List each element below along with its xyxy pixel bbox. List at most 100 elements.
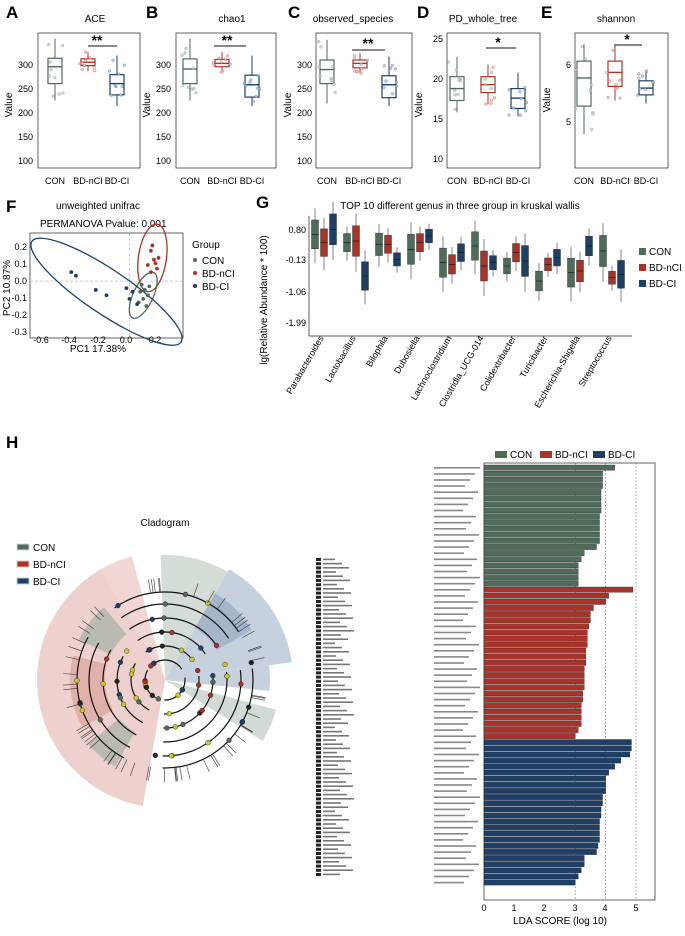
data-point bbox=[644, 69, 649, 73]
box-con bbox=[47, 57, 63, 85]
cladogram-key-marker bbox=[316, 658, 321, 662]
cladogram-node bbox=[79, 707, 85, 713]
panel-d-xtick: BD-CI bbox=[506, 176, 531, 186]
panel-f-ytick: 0.1 bbox=[14, 259, 27, 269]
panel-b-text: B chao1 Value 300 250 200 150 100 CON BD… bbox=[142, 3, 264, 186]
lda-bar-bd-ci bbox=[483, 830, 600, 837]
data-point bbox=[61, 91, 65, 95]
lda-bar-label bbox=[434, 540, 474, 542]
panel-a-text: A ACE Value 300 250 200 150 100 CON BD-n… bbox=[4, 3, 129, 186]
cladogram-legend-bdnci-label: BD-nCI bbox=[33, 560, 66, 571]
panel-f-xtick: -0.2 bbox=[90, 335, 106, 345]
data-point bbox=[359, 67, 363, 71]
cladogram-branch bbox=[78, 725, 91, 734]
lda-bar-bd-nci bbox=[483, 599, 606, 605]
data-point bbox=[122, 63, 127, 67]
cladogram-branch bbox=[179, 766, 183, 781]
panel-d-text: D PD_whole_tree Value 25 20 15 10 CON BD… bbox=[414, 3, 530, 186]
panel-f-xlabel: PC1 17.38% bbox=[70, 344, 126, 355]
cladogram-key-marker bbox=[316, 646, 321, 650]
panel-c-significance: ** bbox=[363, 35, 374, 51]
lda-bar-label bbox=[434, 802, 475, 805]
lda-bar-label bbox=[434, 595, 465, 597]
cladogram-branch bbox=[65, 656, 80, 661]
cladogram-node bbox=[213, 642, 220, 649]
lda-bar-label bbox=[434, 778, 477, 780]
data-point bbox=[332, 82, 336, 86]
lda-bar-con bbox=[483, 550, 585, 556]
data-point bbox=[453, 88, 457, 93]
cladogram-key-marker bbox=[316, 797, 321, 801]
cladogram-node bbox=[189, 656, 195, 662]
cladogram-key-text bbox=[323, 861, 339, 863]
data-point bbox=[109, 93, 113, 97]
data-point bbox=[248, 80, 252, 84]
lda-bar-bd-ci bbox=[483, 873, 579, 880]
data-point bbox=[394, 80, 398, 84]
cladogram-key-marker bbox=[316, 713, 321, 717]
cladogram-key-text bbox=[323, 672, 344, 674]
pcoa-point-bd-ci bbox=[74, 273, 78, 278]
lda-bar-label bbox=[434, 564, 472, 567]
cladogram-node bbox=[248, 660, 254, 666]
pcoa-point-con bbox=[141, 296, 146, 301]
data-point bbox=[524, 109, 528, 113]
cladogram-key-text bbox=[323, 625, 347, 628]
cladogram-key-marker bbox=[316, 873, 321, 876]
cladogram-key-marker bbox=[316, 637, 321, 641]
legend-g-bdnci-swatch bbox=[639, 264, 646, 271]
plot-frame bbox=[315, 32, 413, 169]
lda-bar-label bbox=[434, 521, 471, 524]
cladogram-node bbox=[117, 695, 124, 701]
cladogram-key-text bbox=[323, 630, 354, 632]
cladogram-key-text bbox=[323, 646, 342, 649]
data-point bbox=[637, 76, 641, 80]
cladogram-branch bbox=[63, 688, 78, 691]
data-point bbox=[317, 65, 321, 69]
cladogram-key-text bbox=[323, 798, 354, 800]
cladogram-node bbox=[246, 704, 252, 710]
panel-c-ytick: 100 bbox=[297, 156, 312, 166]
cladogram-key-text bbox=[323, 810, 335, 813]
lda-xtick: 3 bbox=[572, 903, 577, 913]
lda-bar-bd-nci bbox=[483, 727, 579, 733]
pcoa-point-bd-ci bbox=[127, 296, 132, 301]
pcoa-point-bd-nci bbox=[155, 266, 159, 271]
panel-b-ytick: 100 bbox=[156, 156, 171, 166]
lda-bar-con bbox=[483, 519, 600, 526]
legend-g-con-swatch bbox=[639, 248, 646, 255]
cladogram-node bbox=[239, 719, 245, 725]
data-point bbox=[519, 97, 523, 101]
lda-bar-con bbox=[483, 507, 602, 514]
cladogram-key-text bbox=[323, 659, 343, 661]
data-point bbox=[83, 50, 88, 54]
data-point bbox=[483, 77, 487, 81]
lda-bar-bd-nci bbox=[483, 592, 609, 599]
cladogram-node bbox=[198, 645, 204, 651]
cladogram-key-marker bbox=[316, 684, 321, 687]
panel-f-ytick: 0.0 bbox=[14, 276, 27, 286]
cladogram-key-marker bbox=[316, 843, 321, 847]
panel-d-ytick: 10 bbox=[433, 154, 443, 164]
cladogram-key-text bbox=[323, 588, 344, 590]
lda-bar-bd-nci bbox=[483, 714, 582, 721]
cladogram-key-marker bbox=[316, 600, 321, 603]
data-point bbox=[589, 83, 593, 87]
cladogram-key-text bbox=[323, 722, 348, 724]
data-point bbox=[454, 68, 458, 72]
lda-bar-con bbox=[483, 531, 600, 538]
cladogram-key-marker bbox=[316, 805, 321, 809]
cladogram-key-text bbox=[323, 651, 349, 653]
legend-bdci-marker bbox=[193, 284, 197, 288]
panel-b-ytick: 200 bbox=[156, 108, 171, 118]
cladogram-branch bbox=[129, 762, 136, 776]
cladogram-key-marker bbox=[316, 625, 321, 629]
lda-bar-label bbox=[434, 796, 480, 798]
lda-bar-label bbox=[434, 784, 472, 786]
cladogram-key-marker bbox=[316, 675, 321, 679]
lda-bar-bd-nci bbox=[483, 635, 588, 642]
data-point bbox=[88, 56, 92, 60]
cladogram-key-marker bbox=[316, 604, 321, 608]
panel-f-ylabel: PC2 10.87% bbox=[2, 260, 13, 316]
cladogram-key-marker bbox=[316, 784, 321, 788]
